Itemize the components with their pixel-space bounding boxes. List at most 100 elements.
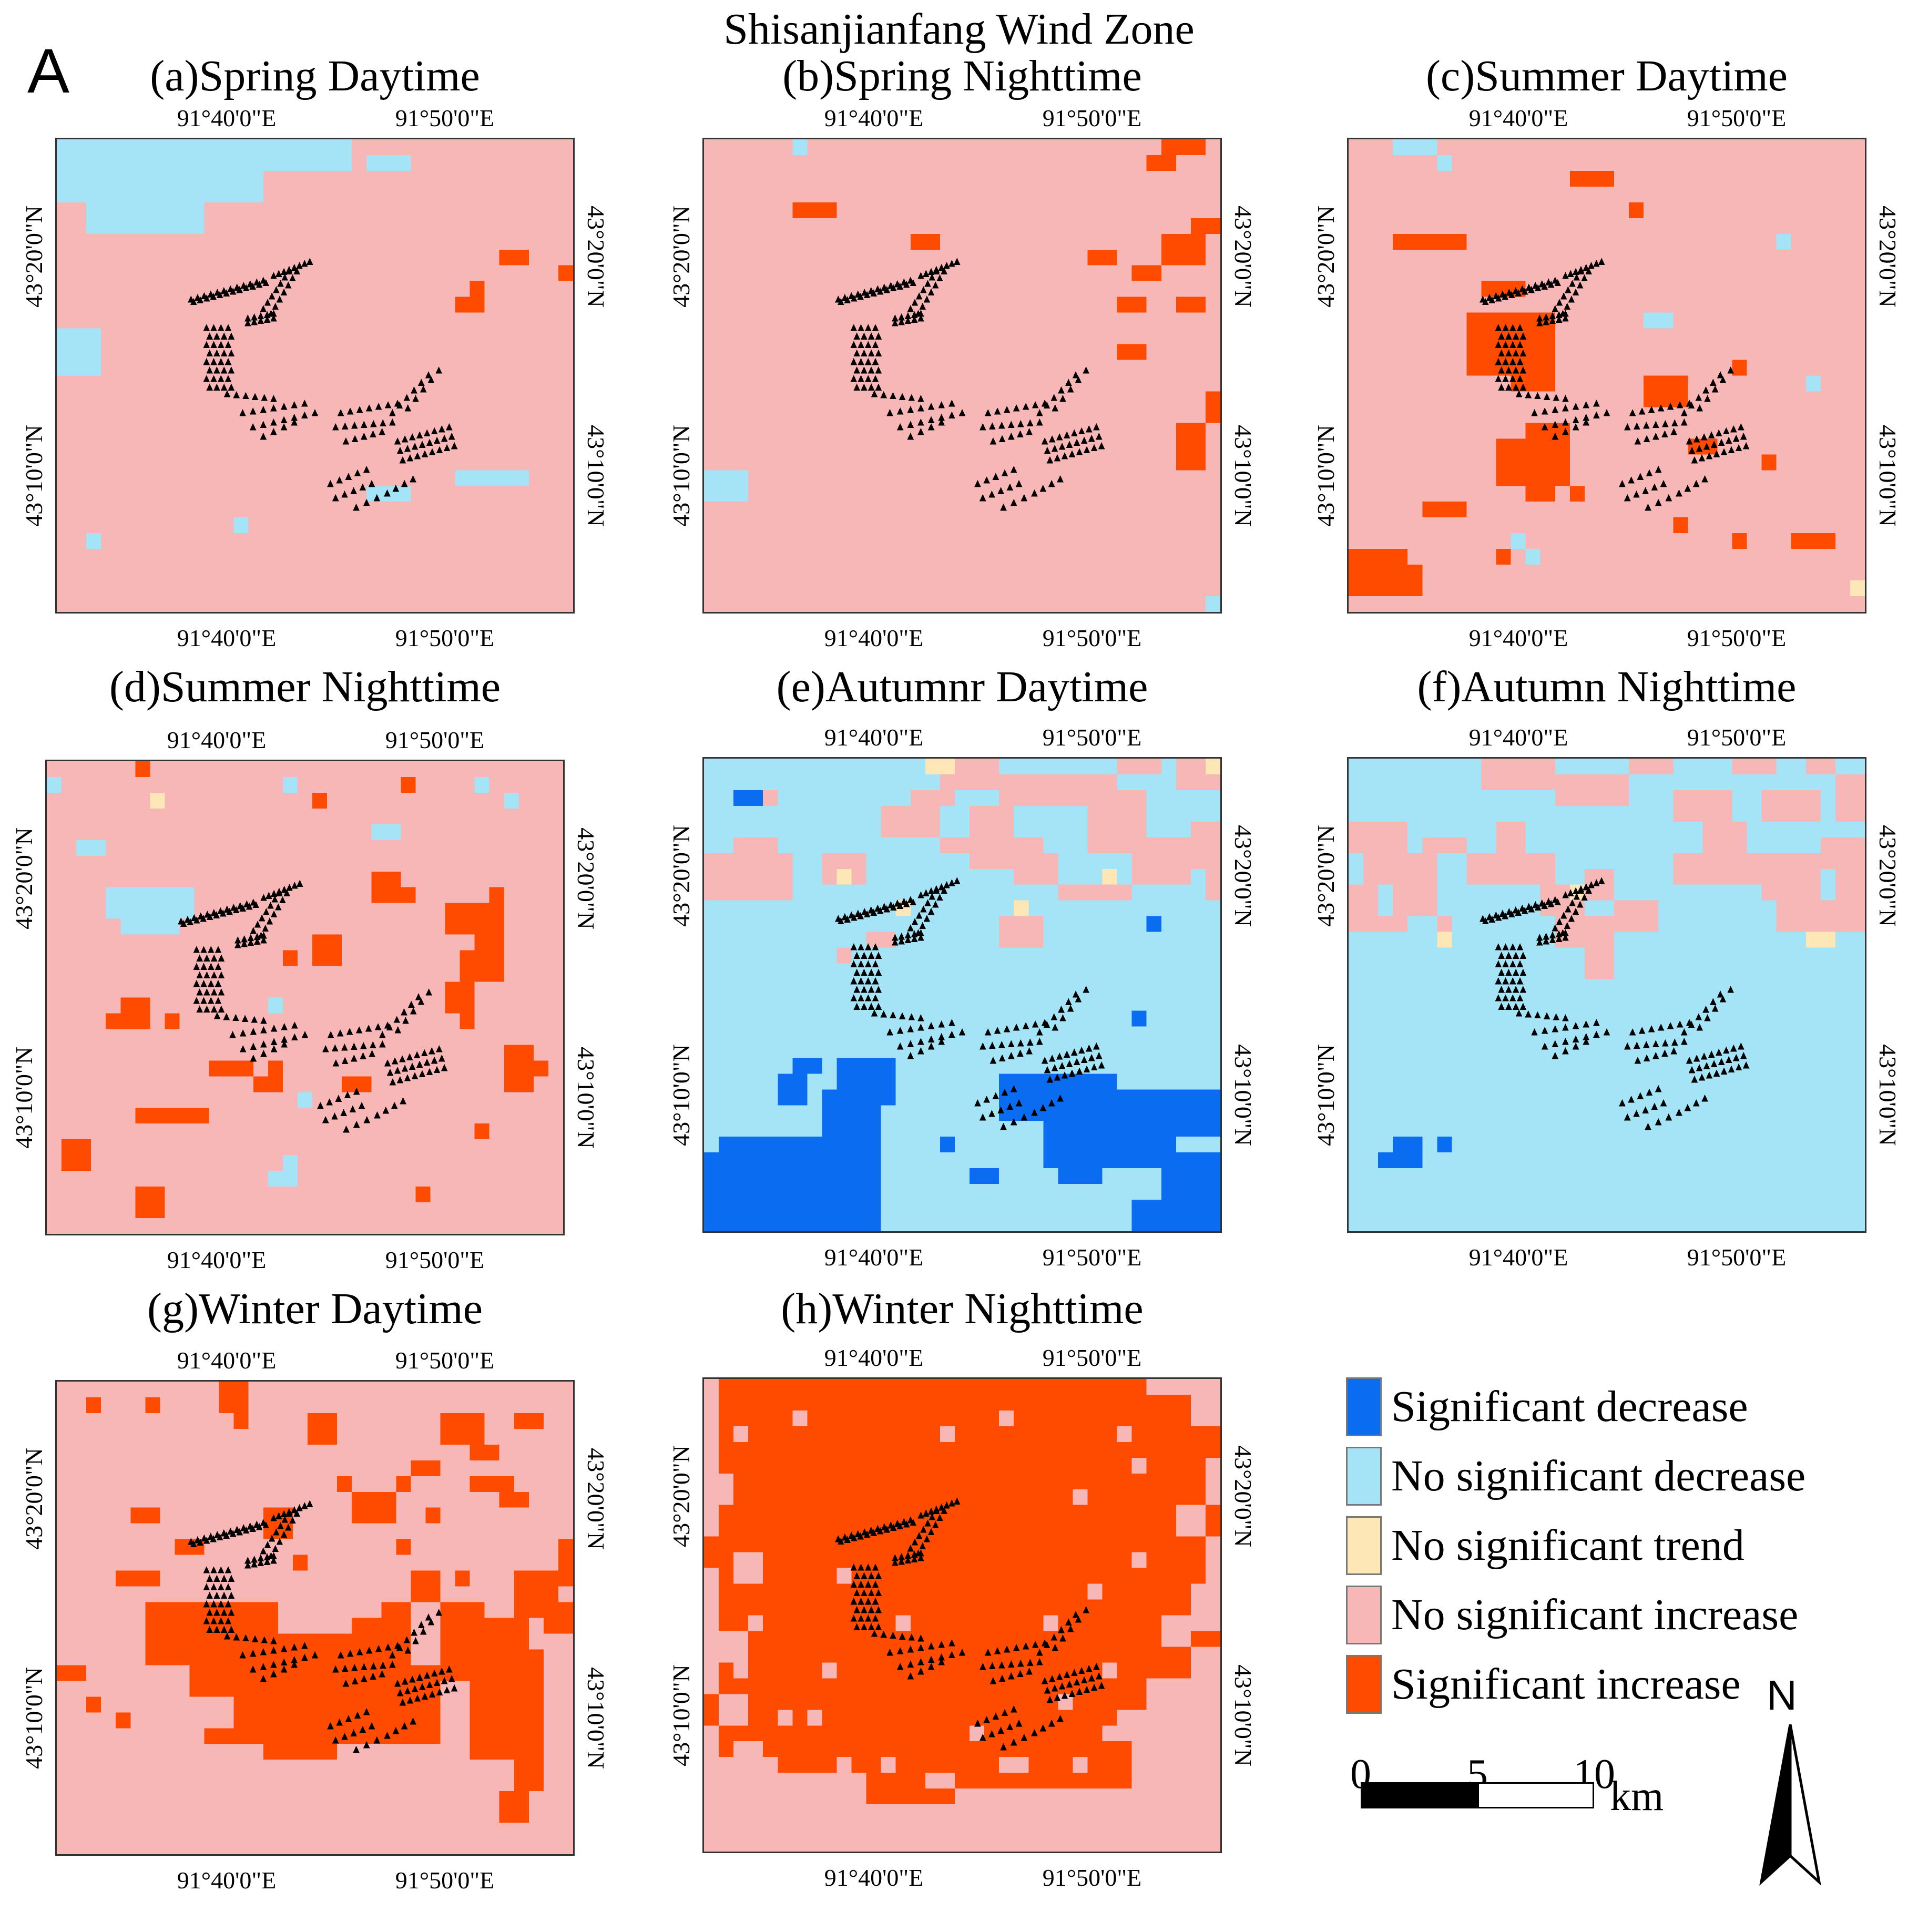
lon-tick-top: 91°50'0"E [395,1347,495,1374]
turbine-marker [958,409,966,416]
turbine-marker [379,1670,385,1678]
turbine-marker [1495,375,1502,382]
panel-title: (c)Summer Daytime [1425,52,1788,100]
turbine-marker [983,476,990,484]
panel-title: (b)Spring Nighttime [782,52,1142,100]
turbine-marker [861,1572,868,1579]
turbine-marker [215,979,222,987]
turbine-marker [217,341,225,348]
lon-tick-top: 91°50'0"E [1687,724,1787,751]
map-raster [1347,138,1866,614]
raster-cell-increase_sig [1161,233,1206,265]
turbine-marker [1519,986,1527,993]
turbine-marker [341,1733,348,1740]
turbine-marker [983,1096,990,1103]
turbine-marker [1701,475,1708,483]
turbine-marker [1000,1122,1007,1130]
turbine-marker [1050,1633,1058,1641]
turbine-marker [1516,357,1524,365]
turbine-marker [1577,886,1585,894]
map-panel-c: (c)Summer Daytime 91°40'0"E 91°40'0"E 91°50… [1312,53,1901,651]
turbine-marker [270,404,277,412]
turbine-marker [225,375,232,382]
turbine-marker [1482,298,1489,305]
turbine-marker [896,902,903,909]
turbine-marker [1093,1042,1100,1050]
turbine-marker [1063,1050,1070,1058]
turbine-marker [203,988,210,996]
turbine-marker [868,986,875,993]
turbine-marker [938,418,945,426]
turbine-marker [915,1532,923,1539]
turbine-marker [382,1106,390,1114]
turbine-marker [236,1528,243,1536]
turbine-marker [998,1674,1006,1682]
turbine-marker [1569,280,1576,287]
raster-cell-increase_sig [910,233,940,250]
turbine-marker [1681,1038,1688,1045]
turbine-marker [404,1074,411,1081]
turbine-marker [411,443,419,450]
turbine-marker [368,479,375,487]
turbine-marker [864,341,872,348]
turbine-marker [1691,1075,1698,1083]
turbine-marker [1519,383,1527,391]
turbine-marker [1048,1719,1055,1727]
turbine-marker [260,1026,267,1034]
turbine-marker [1628,1096,1635,1103]
lon-tick-top: 91°40'0"E [824,105,924,131]
turbine-marker [1572,907,1579,915]
turbine-marker [892,314,899,322]
turbine-marker [1070,1669,1078,1676]
turbine-marker [1624,1113,1631,1121]
turbine-marker [263,1558,271,1565]
turbine-marker [276,889,283,896]
turbine-marker [301,400,308,407]
panel-title: (f)Autumn Nighttime [1417,662,1797,711]
raster-cell-increase_ns [748,1615,763,1631]
turbine-marker [1577,267,1585,274]
turbine-marker [234,941,241,948]
turbine-marker [1088,1054,1095,1061]
turbine-marker [1556,299,1563,306]
turbine-marker [335,1095,342,1102]
turbine-marker [392,1726,400,1734]
turbine-marker [1495,341,1502,348]
turbine-marker [203,357,210,365]
turbine-marker [1516,977,1524,985]
turbine-marker [1684,484,1691,492]
turbine-marker [370,420,377,427]
turbine-marker [229,1530,237,1537]
turbine-marker [1727,366,1734,374]
turbine-marker [1509,977,1516,985]
lat-tick-left: 43°10'0"N [1312,424,1339,527]
figure-title: Shisanjianfang Wind Zone [723,5,1195,54]
raster-cell-increase_sig [445,903,504,935]
turbine-marker [253,933,261,940]
turbine-marker [351,1054,358,1062]
turbine-marker [896,1522,903,1529]
turbine-marker [1732,434,1740,442]
turbine-marker [919,922,926,929]
raster-cell-increase_sig [514,1413,544,1429]
turbine-marker [1032,401,1039,408]
raster-cell-increase_ns [1555,774,1629,806]
turbine-marker [892,1559,899,1566]
turbine-marker [429,1047,435,1055]
turbine-marker [907,432,914,440]
turbine-marker [883,1525,891,1533]
turbine-marker [907,421,914,428]
raster-cell-increase_ns [836,1757,852,1773]
turbine-marker [291,418,298,426]
raster-cell-increase_ns [1087,790,1147,806]
turbine-marker [239,1045,247,1052]
turbine-marker [998,1661,1005,1669]
turbine-marker [868,1606,875,1613]
turbine-marker [306,1500,313,1507]
turbine-marker [948,260,955,267]
turbine-marker [923,1535,931,1542]
turbine-marker [1573,893,1580,900]
raster-cell-increase_sig [489,966,504,982]
turbine-marker [927,403,935,410]
lon-tick-bottom: 91°40'0"E [1468,625,1568,651]
